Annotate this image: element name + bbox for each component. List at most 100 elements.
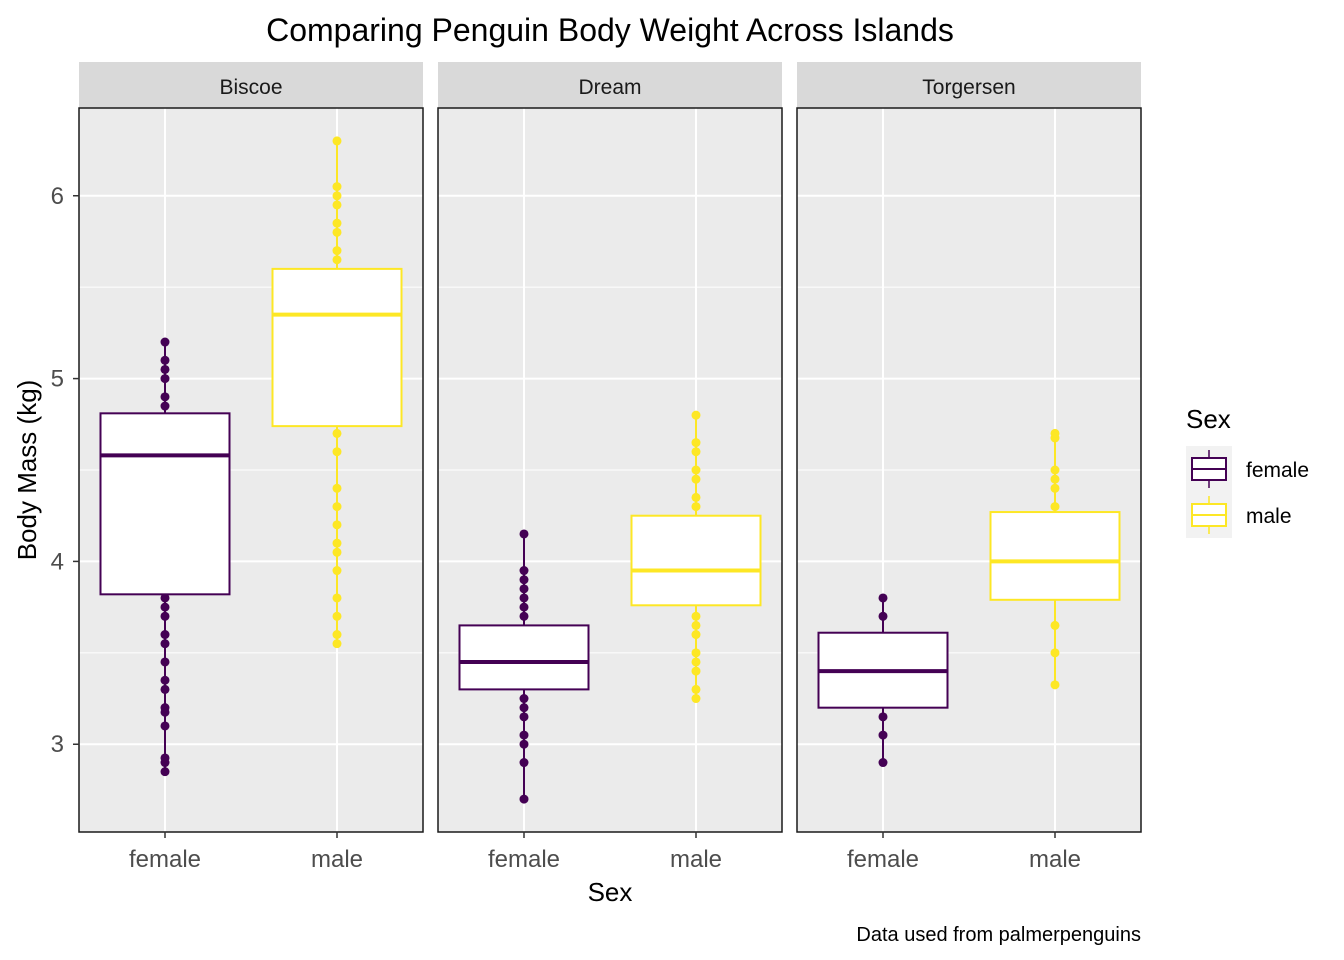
legend-item-female: female	[1186, 446, 1309, 492]
data-point	[519, 758, 529, 768]
data-point	[878, 593, 888, 603]
data-point	[519, 739, 529, 749]
data-point	[691, 410, 701, 420]
data-point	[1050, 474, 1060, 484]
data-point	[1050, 648, 1060, 658]
y-axis: 3 4 5 6	[51, 183, 79, 758]
panel-border	[437, 107, 783, 833]
data-point	[160, 630, 170, 640]
data-point	[519, 575, 529, 585]
data-point	[1050, 428, 1060, 438]
box-male	[271, 136, 403, 649]
box-male	[630, 410, 762, 704]
data-point	[691, 648, 701, 658]
data-point	[691, 502, 701, 512]
data-point	[160, 657, 170, 667]
data-point	[160, 703, 170, 713]
data-point	[160, 593, 170, 603]
y-tick-label: 5	[51, 366, 64, 393]
data-point	[332, 136, 342, 146]
data-point	[519, 730, 529, 740]
data-point	[691, 611, 701, 621]
data-point	[332, 502, 342, 512]
data-point	[878, 712, 888, 722]
data-point	[519, 611, 529, 621]
data-point	[1050, 620, 1060, 630]
data-point	[332, 566, 342, 576]
data-point	[160, 721, 170, 731]
x-tick-label: male	[311, 846, 363, 873]
data-point	[332, 538, 342, 548]
box-body	[99, 412, 231, 596]
data-point	[691, 474, 701, 484]
facet-biscoe: Biscoe female male	[78, 62, 424, 873]
box-body	[458, 624, 590, 691]
data-point	[878, 730, 888, 740]
box-body	[271, 267, 403, 428]
data-point	[332, 227, 342, 237]
legend: Sex female male	[1186, 404, 1309, 538]
data-point	[332, 246, 342, 256]
chart-title: Comparing Penguin Body Weight Across Isl…	[266, 12, 954, 48]
facet-label: Dream	[578, 76, 641, 99]
data-point	[1050, 465, 1060, 475]
box-body	[989, 511, 1121, 601]
box-male	[989, 428, 1121, 690]
data-point	[519, 593, 529, 603]
data-point	[160, 355, 170, 365]
data-point	[519, 566, 529, 576]
facet-strip	[797, 62, 1141, 108]
data-point	[160, 753, 170, 763]
data-point	[160, 374, 170, 384]
data-point	[160, 611, 170, 621]
data-point	[691, 694, 701, 704]
data-point	[332, 218, 342, 228]
panel-border	[78, 107, 424, 833]
data-point	[691, 657, 701, 667]
legend-item-male: male	[1186, 492, 1292, 538]
data-point	[160, 337, 170, 347]
data-point	[878, 758, 888, 768]
box-female	[458, 529, 590, 804]
data-point	[332, 428, 342, 438]
data-point	[160, 675, 170, 685]
data-point	[160, 767, 170, 777]
data-point	[160, 639, 170, 649]
x-tick-label: female	[847, 846, 919, 873]
data-point	[691, 620, 701, 630]
facet-dream: Dream female male	[437, 62, 783, 873]
x-tick-label: male	[670, 846, 722, 873]
data-point	[160, 684, 170, 694]
data-point	[332, 547, 342, 557]
y-axis-title: Body Mass (kg)	[12, 380, 42, 561]
facet-label: Torgersen	[922, 76, 1015, 99]
x-tick-label: male	[1029, 846, 1081, 873]
data-point	[332, 520, 342, 530]
data-point	[691, 666, 701, 676]
data-point	[519, 794, 529, 804]
data-point	[1050, 483, 1060, 493]
y-tick-label: 4	[51, 548, 64, 575]
data-point	[332, 182, 342, 192]
y-tick-label: 6	[51, 183, 64, 210]
data-point	[691, 438, 701, 448]
x-tick-label: female	[488, 846, 560, 873]
data-point	[332, 191, 342, 201]
data-point	[332, 639, 342, 649]
data-point	[332, 611, 342, 621]
data-point	[519, 602, 529, 612]
data-point	[332, 630, 342, 640]
data-point	[1050, 502, 1060, 512]
data-point	[519, 694, 529, 704]
data-point	[332, 200, 342, 210]
facet-strip	[438, 62, 782, 108]
data-point	[160, 401, 170, 411]
data-point	[691, 447, 701, 457]
y-tick-label: 3	[51, 731, 64, 758]
legend-title: Sex	[1186, 404, 1231, 434]
data-point	[691, 465, 701, 475]
data-point	[691, 492, 701, 502]
facet-label: Biscoe	[219, 76, 282, 99]
